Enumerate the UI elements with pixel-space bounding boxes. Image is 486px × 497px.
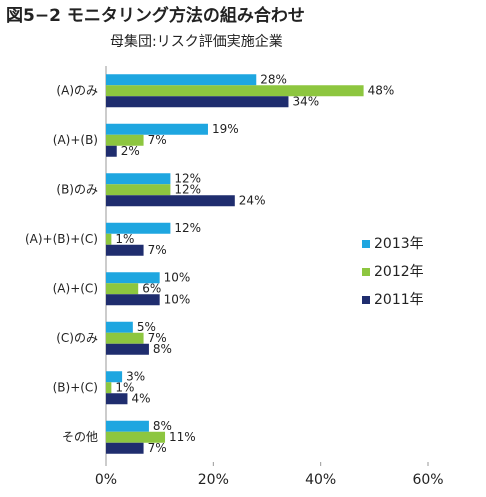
value-label: 12% [174,182,201,196]
bar [106,431,166,443]
bar [106,244,144,256]
bar [106,371,123,383]
value-label: 34% [292,94,319,108]
bar [106,195,235,207]
value-label: 3% [126,369,145,383]
y-tick-label: (B)のみ [56,182,98,196]
bar [106,283,139,295]
bar [106,294,160,306]
value-label: 48% [368,83,395,97]
bar [106,321,133,333]
y-tick-label: (A)+(C) [53,281,98,295]
value-label: 2% [121,144,140,158]
bar [106,145,117,157]
value-label: 10% [164,270,191,284]
value-label: 19% [212,122,239,136]
bar [106,272,160,284]
bar [106,420,149,432]
legend-label: 2013年 [374,236,424,252]
value-label: 5% [137,320,156,334]
y-tick-label: (A)+(B)+(C) [25,232,98,246]
legend-label: 2012年 [374,264,424,280]
value-label: 7% [148,133,167,147]
bar [106,382,112,394]
legend-swatch [362,268,370,276]
x-tick-label: 60% [412,472,443,488]
value-label: 1% [115,380,134,394]
value-label: 7% [148,441,167,455]
chart-title: 図5−2 モニタリング方法の組み合わせ [6,5,305,26]
x-tick-label: 20% [198,472,229,488]
y-tick-label: その他 [62,430,98,444]
value-label: 4% [131,391,150,405]
value-label: 24% [239,193,266,207]
value-label: 7% [148,331,167,345]
bar [106,123,208,135]
y-tick-label: (A)+(B) [53,133,98,147]
legend-swatch [362,296,370,304]
value-label: 12% [174,171,201,185]
bar [106,134,144,146]
legend-label: 2011年 [374,292,424,308]
bar [106,85,364,97]
bar [106,343,149,355]
bar [106,233,112,245]
bar [106,393,128,405]
x-tick-label: 0% [95,472,117,488]
bar [106,222,171,234]
y-tick-label: (A)のみ [56,83,98,97]
bar [106,173,171,185]
bar [106,96,289,108]
legend-swatch [362,240,370,248]
bar [106,74,257,86]
value-label: 8% [153,419,172,433]
chart-subtitle: 母集団:リスク評価実施企業 [110,33,283,50]
y-tick-label: (C)のみ [56,331,98,345]
value-label: 11% [169,430,196,444]
value-label: 10% [164,292,191,306]
bar [106,332,144,344]
value-label: 1% [115,232,134,246]
bar [106,184,171,196]
value-label: 8% [153,342,172,356]
value-label: 6% [142,281,161,295]
value-label: 28% [260,72,287,86]
y-tick-label: (B)+(C) [53,380,98,394]
bar [106,442,144,454]
value-label: 7% [148,243,167,257]
value-label: 12% [174,221,201,235]
x-tick-label: 40% [305,472,336,488]
